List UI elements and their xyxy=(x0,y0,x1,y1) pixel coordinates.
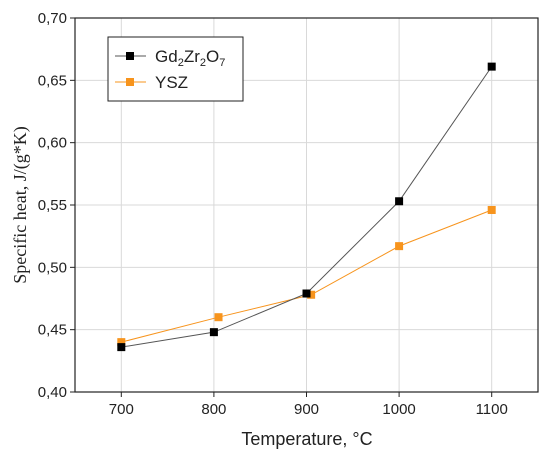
x-tick-label-4: 1100 xyxy=(476,401,508,418)
legend-box xyxy=(107,36,244,102)
data-point-gd2zr2o7-1 xyxy=(209,328,218,337)
y-tick-label-0: 0,40 xyxy=(38,384,67,401)
legend: Gd2Zr2O7 YSZ xyxy=(107,36,244,102)
legend-label-gd2zr2o7: Gd2Zr2O7 xyxy=(155,47,225,69)
data-point-ysz-1 xyxy=(214,313,223,322)
data-point-gd2zr2o7-0 xyxy=(117,343,126,352)
y-tick-label-4: 0,60 xyxy=(38,135,67,152)
x-tick-label-3: 1000 xyxy=(382,401,415,418)
x-tick-label-0: 700 xyxy=(109,401,134,418)
data-point-gd2zr2o7-2 xyxy=(302,289,311,298)
legend-item-gd2zr2o7: Gd2Zr2O7 xyxy=(115,47,225,69)
y-tick-label-5: 0,65 xyxy=(38,72,67,89)
y-tick-label-2: 0,50 xyxy=(38,259,67,276)
x-tick-label-2: 900 xyxy=(294,401,319,418)
legend-label-ysz: YSZ xyxy=(155,73,188,92)
data-point-ysz-3 xyxy=(395,242,404,251)
x-tick-label-1: 800 xyxy=(201,401,226,418)
data-point-gd2zr2o7-3 xyxy=(395,197,404,206)
y-axis-label: Specific heat, J/(g*K) xyxy=(10,126,31,283)
data-point-ysz-4 xyxy=(487,205,496,214)
axis-ticks: 700 800 900 1000 1100 0,40 0,45 0,50 0,55 0,60 0,6… xyxy=(38,10,508,418)
y-tick-label-6: 0,70 xyxy=(38,10,67,27)
x-axis-label: Temperature, °C xyxy=(241,429,372,449)
data-point-gd2zr2o7-4 xyxy=(487,62,496,71)
legend-marker-ysz xyxy=(126,78,134,86)
legend-item-ysz: YSZ xyxy=(115,73,188,92)
data-point-ysz-0 xyxy=(117,338,126,347)
y-tick-label-1: 0,45 xyxy=(38,322,67,339)
y-tick-label-3: 0,55 xyxy=(38,197,67,214)
data-point-ysz-2 xyxy=(307,290,316,299)
legend-marker-gd2zr2o7 xyxy=(126,52,134,60)
series-layer xyxy=(117,62,496,352)
